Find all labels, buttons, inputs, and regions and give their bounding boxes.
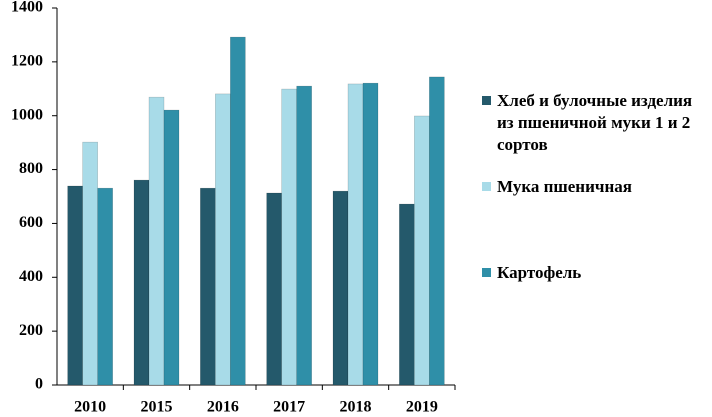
y-tick-label: 400 bbox=[19, 268, 43, 285]
y-tick-label: 1200 bbox=[11, 53, 43, 70]
bar bbox=[266, 192, 282, 386]
legend-item: Картофель bbox=[482, 262, 712, 284]
legend-swatch bbox=[482, 96, 491, 105]
legend-item: Хлеб и булочные изделия из пшеничной мук… bbox=[482, 90, 712, 156]
bar bbox=[414, 115, 430, 386]
y-tick-label: 600 bbox=[19, 214, 43, 231]
bar bbox=[296, 85, 312, 386]
bar bbox=[399, 203, 415, 386]
x-tick-label: 2018 bbox=[340, 399, 372, 416]
x-tick-label: 2016 bbox=[207, 399, 239, 416]
bar bbox=[82, 141, 98, 386]
bar bbox=[133, 179, 150, 386]
y-tick-label: 200 bbox=[19, 322, 43, 339]
legend-label: Картофель bbox=[497, 263, 582, 282]
bar bbox=[347, 83, 364, 386]
bar bbox=[67, 185, 83, 386]
legend-label: Хлеб и булочные изделия из пшеничной мук… bbox=[497, 91, 693, 154]
legend-item: Мука пшеничная bbox=[482, 176, 712, 198]
bar bbox=[97, 187, 113, 386]
bar bbox=[200, 187, 216, 386]
y-tick-label: 1000 bbox=[11, 106, 43, 123]
y-tick-label: 1400 bbox=[11, 0, 43, 16]
bar bbox=[230, 36, 246, 386]
bar bbox=[281, 88, 297, 386]
x-tick-label: 2015 bbox=[141, 399, 173, 416]
bar bbox=[362, 82, 379, 386]
legend-swatch bbox=[482, 182, 491, 191]
bar bbox=[148, 96, 165, 386]
bar bbox=[429, 76, 445, 386]
legend-label: Мука пшеничная bbox=[497, 177, 632, 196]
legend-swatch bbox=[482, 268, 491, 277]
bar bbox=[163, 109, 180, 386]
y-tick-label: 0 bbox=[35, 376, 43, 393]
bar bbox=[215, 93, 231, 386]
x-tick-label: 2019 bbox=[406, 399, 438, 416]
x-tick-label: 2017 bbox=[273, 399, 305, 416]
y-tick-label: 800 bbox=[19, 160, 43, 177]
x-tick-label: 2010 bbox=[74, 399, 106, 416]
bar bbox=[332, 190, 349, 386]
